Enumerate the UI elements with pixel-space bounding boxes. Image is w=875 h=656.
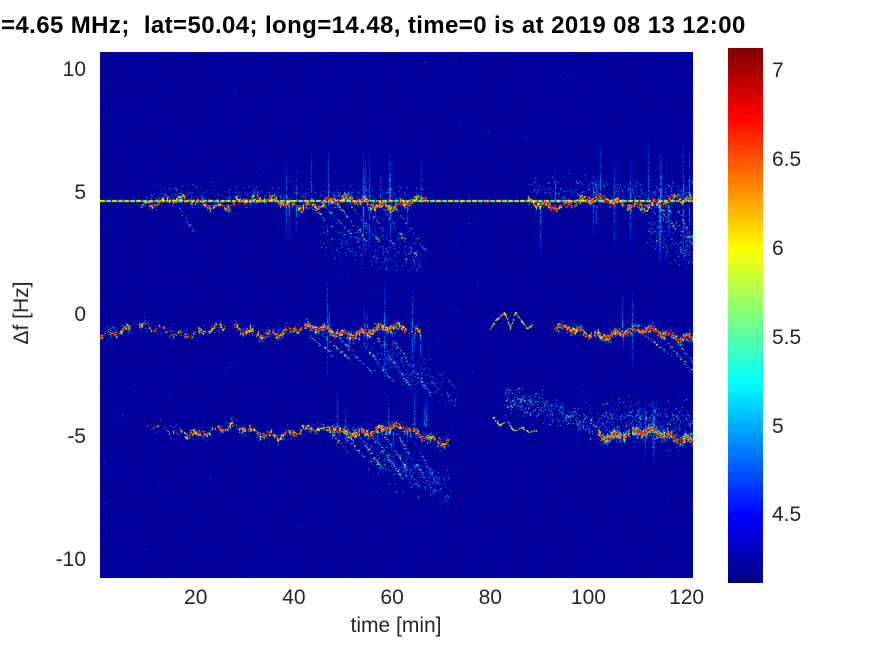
x-tick-label: 100 [570,586,606,609]
colorbar-tick-label: 5.5 [772,325,802,349]
y-tick-label: 5 [74,180,86,204]
spectrogram-plot-area [100,52,693,578]
y-tick-label: -10 [55,547,86,571]
colorbar-tick-label: 4.5 [772,503,802,527]
x-tick-label: 120 [669,586,705,609]
x-tick-label: 40 [282,586,306,609]
colorbar-canvas [728,48,763,583]
y-tick-label: 10 [62,58,86,82]
colorbar-tick-label: 7 [772,59,784,83]
x-tick-label: 20 [184,586,208,609]
colorbar-tick-label: 5 [772,414,784,438]
x-tick-label: 80 [478,586,502,609]
colorbar [728,48,763,583]
y-tick-label: -5 [67,425,86,449]
x-tick-label: 60 [380,586,404,609]
colorbar-tick-label: 6 [772,236,784,260]
chart-title: =4.65 MHz; lat=50.04; long=14.48, time=0… [1,12,746,39]
y-tick-label: 0 [74,303,86,326]
spectrogram-canvas [100,52,693,578]
x-axis-label: time [min] [350,614,442,637]
colorbar-tick-label: 6.5 [772,147,802,171]
